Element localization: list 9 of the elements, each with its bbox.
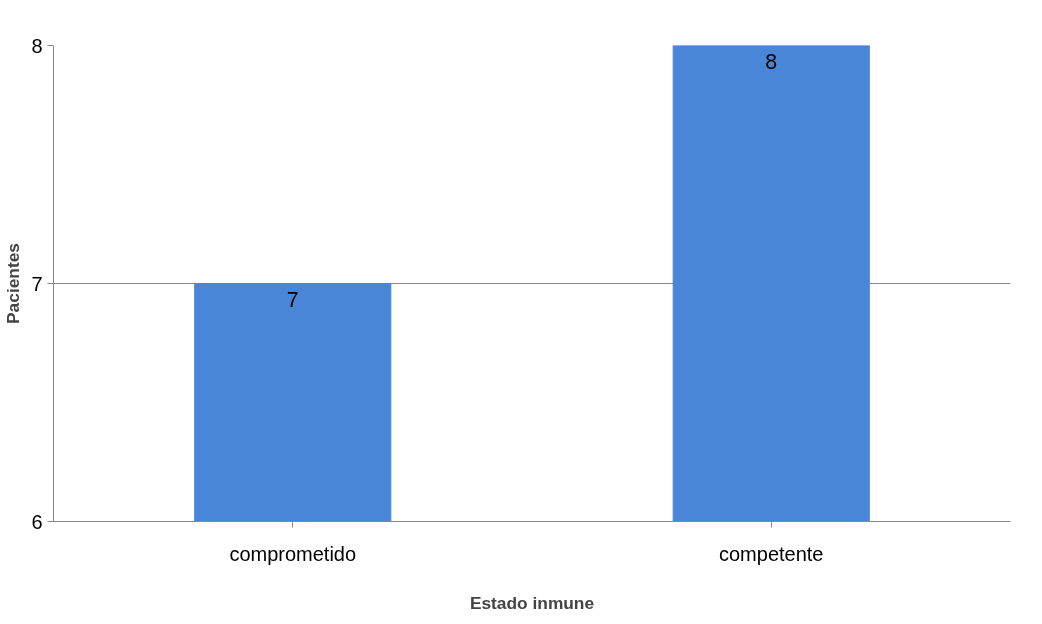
data-label: 8 xyxy=(765,49,778,74)
y-tick-label: 7 xyxy=(31,272,43,295)
y-tick-label: 8 xyxy=(31,34,43,57)
y-axis-title: Pacientes xyxy=(3,243,24,324)
x-tick-label: comprometido xyxy=(229,542,357,565)
x-tick-label: competente xyxy=(718,542,824,565)
data-label: 7 xyxy=(286,287,299,312)
x-axis-title: Estado inmune xyxy=(469,592,595,613)
y-tick-label: 6 xyxy=(31,510,43,533)
